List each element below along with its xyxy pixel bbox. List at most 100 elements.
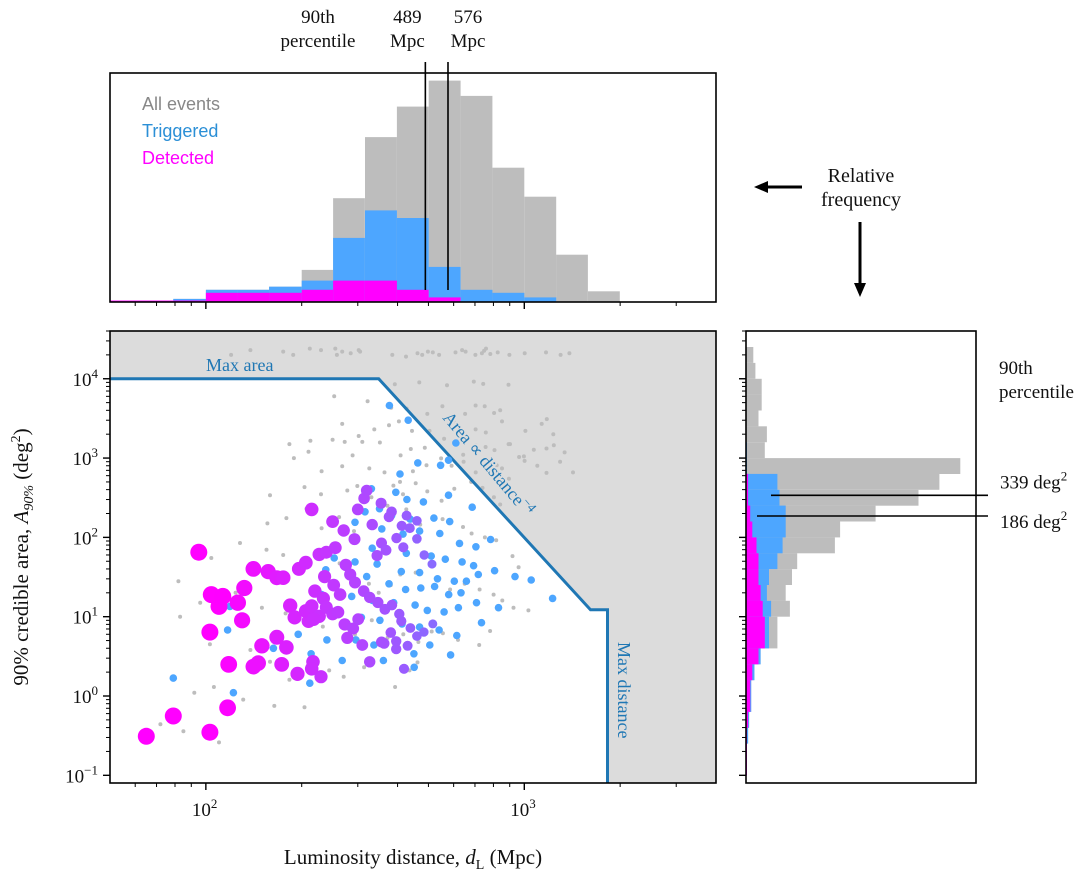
detected-bar (396, 289, 429, 302)
detected-point (398, 542, 409, 553)
all-events-point (483, 445, 488, 449)
triggered-point (445, 517, 454, 526)
all-events-point (473, 403, 478, 408)
detected-bar (746, 473, 749, 490)
all-events-point (425, 489, 430, 494)
detected-point (274, 657, 290, 672)
all-events-point (494, 463, 499, 468)
detected-point (412, 534, 422, 544)
all-events-bar (746, 362, 756, 379)
detected-point (396, 520, 407, 531)
top-plot-area (110, 80, 620, 302)
all-events-point (439, 456, 444, 461)
triggered-point (306, 679, 314, 687)
all-events-point (287, 677, 292, 682)
y-tick-exp: 0 (92, 683, 99, 698)
triggered-point (401, 585, 410, 594)
all-events-point (401, 492, 405, 497)
triggered-point (455, 539, 464, 548)
excluded-region (110, 331, 716, 783)
detected-point (391, 532, 402, 544)
triggered-bar (524, 297, 557, 302)
detected-point (328, 541, 342, 555)
all-events-point (320, 624, 325, 629)
all-events-point (248, 348, 253, 353)
triggered-point (415, 568, 424, 577)
detected-point (405, 623, 416, 633)
triggered-point (351, 558, 359, 566)
detected-point (234, 612, 251, 629)
all-events-point (558, 352, 563, 357)
all-events-point (437, 352, 442, 357)
triggered-point (436, 529, 444, 538)
all-events-point (500, 598, 505, 603)
all-events-point (416, 640, 421, 644)
detected-bar (237, 292, 270, 302)
detected-point (391, 643, 402, 655)
all-events-point (306, 449, 311, 454)
all-events-point (268, 659, 272, 664)
all-events-point (469, 531, 474, 536)
percentile-marker-label: 339 deg2 (1000, 468, 1067, 493)
detected-point (412, 631, 422, 641)
all-events-point (491, 592, 496, 597)
all-events-point (516, 565, 521, 570)
triggered-point (423, 606, 432, 615)
all-events-point (500, 419, 504, 424)
y-tick-base: 10 (73, 370, 92, 391)
all-events-point (463, 411, 468, 416)
all-events-point (522, 458, 527, 463)
all-events-point (391, 483, 396, 488)
all-events-point (440, 404, 445, 409)
relative-frequency-label: frequency (821, 189, 901, 211)
all-events-point (387, 423, 391, 428)
detected-point (304, 502, 319, 517)
detected-point (290, 666, 305, 682)
triggered-point (404, 416, 413, 425)
all-events-point (492, 448, 497, 453)
all-events-point (291, 352, 296, 357)
all-events-point (531, 447, 536, 452)
all-events-point (392, 382, 397, 387)
all-events-point (350, 453, 355, 458)
all-events-point (390, 352, 395, 357)
x-tick-exp: 3 (529, 796, 536, 811)
all-events-point (198, 600, 203, 605)
all-events-point (229, 352, 234, 357)
all-events-point (551, 443, 556, 448)
x-tick-label: 102 (192, 796, 218, 821)
detected-point (419, 550, 429, 560)
detected-bar (746, 537, 757, 554)
all-events-point (413, 481, 418, 486)
all-events-bar (746, 394, 762, 411)
y-axis-label: 90% credible area, A90% (deg2) (9, 428, 37, 685)
all-events-point (461, 459, 466, 464)
top-frame (109, 72, 717, 303)
detected-point (298, 555, 313, 570)
triggered-point (385, 580, 393, 588)
detected-point (245, 658, 262, 675)
detected-point (366, 518, 378, 531)
triggered-point (373, 560, 381, 568)
detected-point (327, 578, 341, 592)
all-events-bar (746, 347, 754, 363)
percentile-title: percentile (999, 382, 1074, 403)
triggered-point (444, 491, 453, 500)
triggered-point (323, 636, 331, 644)
all-events-point (352, 529, 356, 534)
detected-point (201, 723, 219, 741)
detected-point (419, 627, 429, 637)
triggered-point (294, 630, 303, 639)
detected-point (428, 619, 438, 629)
detected-point (356, 639, 369, 651)
triggered-point (347, 592, 356, 601)
all-events-point (332, 394, 337, 399)
all-events-point (178, 614, 183, 619)
detected-point (333, 588, 347, 601)
all-events-point (461, 452, 466, 457)
detected-point (304, 662, 319, 676)
all-events-point (284, 516, 289, 521)
triggered-point (548, 594, 557, 603)
all-events-point (355, 484, 360, 488)
